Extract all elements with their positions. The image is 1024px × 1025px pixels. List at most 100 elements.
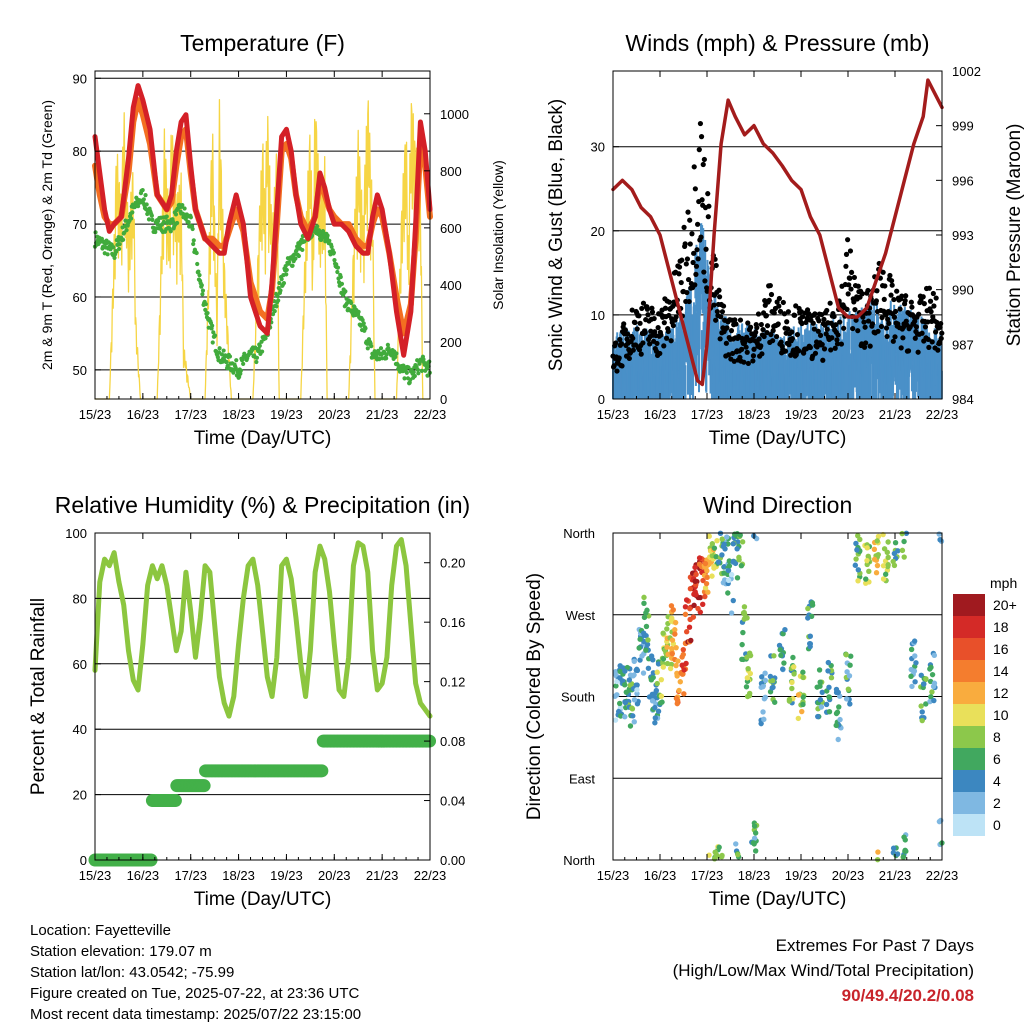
gust-point — [927, 298, 934, 304]
direction-point — [863, 576, 869, 582]
gust-point — [678, 279, 684, 286]
y2-tick-label: 984 — [952, 392, 974, 407]
gust-point — [880, 269, 886, 275]
dewpoint-point — [319, 237, 324, 243]
direction-point — [743, 684, 750, 690]
dewpoint-point — [290, 263, 295, 268]
x-tick-label: 20/23 — [832, 868, 865, 883]
gust-point — [786, 342, 792, 348]
direction-point — [752, 830, 759, 836]
direction-point — [761, 716, 767, 723]
direction-point — [828, 675, 835, 681]
y2-tick-label: 800 — [440, 164, 462, 179]
y2-tick-label: 0.12 — [440, 675, 465, 690]
direction-point — [654, 680, 660, 687]
gust-point — [713, 262, 719, 269]
gust-point — [816, 318, 822, 324]
direction-point — [612, 717, 619, 723]
winds-pressure-panel: 0 10 20 30 984 987 990 993 996 999 1002 Winds (mph)… — [546, 30, 1024, 449]
direction-point — [772, 699, 778, 705]
direction-point — [770, 677, 776, 684]
dewpoint-point — [105, 252, 110, 257]
y-tick-label: 20 — [591, 224, 605, 239]
direction-point — [874, 538, 880, 544]
dewpoint-point — [140, 187, 145, 193]
dewpoint-point — [143, 193, 148, 198]
gust-point — [848, 286, 854, 292]
gust-point — [892, 308, 899, 315]
gust-point — [665, 328, 671, 335]
direction-point — [844, 669, 850, 675]
direction-point — [645, 637, 651, 643]
gust-point — [928, 309, 934, 315]
gust-point — [934, 319, 940, 325]
y-tick-label: East — [569, 771, 595, 786]
colorbar-label: 16 — [993, 641, 1009, 657]
direction-point — [885, 539, 891, 545]
direction-point — [901, 834, 907, 840]
direction-point — [654, 669, 660, 675]
dewpoint-point — [141, 197, 146, 202]
direction-point — [686, 624, 693, 630]
gust-point — [843, 263, 849, 269]
y-tick-label: North — [563, 853, 595, 868]
direction-point — [852, 562, 859, 568]
direction-point — [913, 660, 919, 666]
direction-point — [826, 684, 832, 691]
direction-point — [681, 691, 687, 697]
dewpoint-point — [112, 255, 117, 261]
dewpoint-point — [263, 336, 268, 341]
recent-timestamp: Most recent data timestamp: 2025/07/22 2… — [30, 1006, 362, 1023]
direction-point — [643, 633, 649, 639]
direction-point — [626, 677, 633, 683]
gust-point — [781, 311, 788, 317]
gust-point — [764, 323, 771, 329]
gust-point — [649, 309, 656, 315]
gust-point — [647, 341, 653, 347]
gust-point — [885, 316, 891, 322]
gust-point — [698, 134, 705, 140]
direction-point — [825, 668, 831, 674]
direction-point — [703, 580, 710, 587]
direction-point — [614, 678, 620, 685]
x-tick-label: 19/23 — [785, 868, 818, 883]
gust-point — [758, 321, 764, 328]
direction-point — [780, 666, 786, 672]
gust-point — [905, 348, 912, 354]
gust-point — [711, 302, 717, 308]
y2-tick-label: 0.20 — [440, 556, 465, 571]
gust-point — [657, 350, 663, 357]
direction-point — [817, 679, 823, 685]
dewpoint-point — [146, 217, 152, 222]
x-axis-label: Time (Day/UTC) — [194, 428, 332, 449]
direction-point — [817, 683, 823, 689]
direction-point — [747, 652, 754, 659]
gust-point — [913, 324, 920, 330]
gust-point — [817, 332, 824, 338]
rh-line — [92, 537, 433, 719]
direction-point — [657, 700, 664, 706]
direction-point — [902, 848, 908, 854]
gust-point — [724, 325, 730, 331]
y2-tick-label: 0.04 — [440, 794, 465, 809]
gust-point — [766, 297, 772, 303]
direction-point — [837, 716, 843, 723]
gust-point — [919, 330, 925, 336]
direction-point — [665, 651, 671, 658]
direction-point — [640, 670, 647, 676]
colorbar-label: 2 — [993, 795, 1001, 811]
dewpoint-point — [343, 289, 348, 294]
gust-point — [865, 287, 871, 294]
gust-point — [778, 339, 784, 345]
direction-point — [617, 700, 623, 707]
gust-point — [902, 298, 908, 304]
gust-point — [737, 317, 744, 323]
colorbar-swatch — [953, 814, 985, 836]
gust-point — [784, 319, 790, 325]
gust-point — [865, 318, 872, 324]
direction-point — [704, 568, 710, 574]
direction-point — [704, 574, 710, 581]
gust-point — [883, 325, 890, 331]
gust-point — [684, 256, 691, 262]
dewpoint-point — [406, 365, 411, 370]
